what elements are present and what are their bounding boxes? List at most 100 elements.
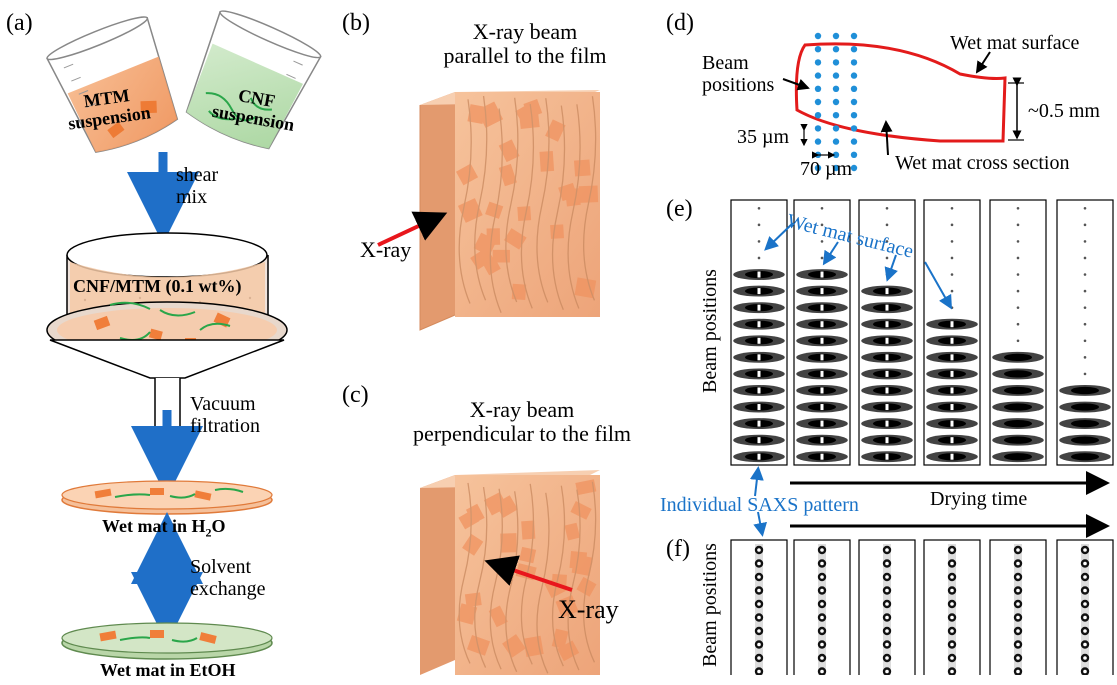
direct-beam-dot bbox=[1083, 356, 1087, 359]
ring-center bbox=[1083, 656, 1087, 660]
ring-center bbox=[885, 629, 889, 633]
direct-beam-dot bbox=[950, 206, 954, 210]
platelet bbox=[498, 139, 520, 163]
platelet bbox=[521, 520, 536, 540]
fiber bbox=[583, 96, 597, 301]
ring-center bbox=[820, 629, 824, 633]
direct-beam-dot bbox=[1016, 289, 1020, 293]
fiber bbox=[458, 482, 472, 664]
direct-beam-dot bbox=[1016, 273, 1020, 276]
ring-center bbox=[1016, 561, 1020, 566]
ring-center bbox=[757, 629, 761, 633]
fiber bbox=[582, 481, 597, 663]
beamstop bbox=[820, 453, 824, 460]
platelet bbox=[500, 533, 517, 553]
beamstop bbox=[885, 304, 889, 311]
wet-mat-etoh-label: Wet mat in EtOH bbox=[100, 660, 236, 680]
ring-center bbox=[1083, 575, 1087, 579]
ring-center bbox=[950, 669, 954, 674]
platelet bbox=[545, 119, 566, 142]
ring-center bbox=[885, 575, 889, 579]
ring-center bbox=[820, 656, 824, 660]
beamstop bbox=[820, 354, 824, 361]
panel-f-ylabel: Beam positions bbox=[699, 543, 721, 667]
ring-center bbox=[885, 588, 889, 593]
direct-beam-dot bbox=[1083, 289, 1087, 293]
direct-beam-dot bbox=[820, 256, 824, 260]
ring-center bbox=[757, 588, 761, 593]
direct-beam-dot bbox=[1016, 256, 1020, 260]
beam-position-dot bbox=[850, 72, 858, 79]
beamstop bbox=[757, 420, 761, 427]
platelet bbox=[485, 201, 504, 219]
direct-beam-dot bbox=[885, 223, 889, 227]
ring-center bbox=[820, 588, 824, 593]
ring-center bbox=[1083, 561, 1087, 566]
direct-beam-dot bbox=[757, 206, 761, 210]
ring-center bbox=[1016, 615, 1020, 620]
direct-beam-dot bbox=[1083, 306, 1087, 309]
drying-time-label: Drying time bbox=[930, 488, 1028, 510]
platelet bbox=[466, 634, 491, 656]
beamstop bbox=[820, 304, 824, 311]
beamstop bbox=[885, 404, 889, 411]
beam-position-dot bbox=[850, 85, 858, 93]
beam-position-dot bbox=[814, 164, 822, 172]
beamstop bbox=[885, 354, 889, 361]
beamstop bbox=[885, 337, 889, 344]
direct-beam-dot bbox=[1083, 240, 1087, 243]
ring-center bbox=[885, 561, 889, 566]
beamstop bbox=[950, 404, 954, 411]
vacuum-filtration-label: Vacuum filtration bbox=[190, 393, 260, 437]
ring-center bbox=[1016, 588, 1020, 593]
streak bbox=[1081, 544, 1089, 675]
fiber bbox=[474, 95, 488, 301]
direct-beam-dot bbox=[820, 223, 824, 227]
panel-b-title: X-ray beam parallel to the film bbox=[443, 19, 607, 68]
individual-saxs-label: Individual SAXS pattern bbox=[660, 494, 859, 516]
panel-e-frames bbox=[730, 199, 1114, 466]
saxs-frame-e bbox=[793, 199, 851, 466]
platelet bbox=[517, 206, 532, 221]
ring-center bbox=[1083, 629, 1087, 633]
beamstop bbox=[820, 437, 824, 444]
beamstop bbox=[757, 288, 761, 295]
beamstop bbox=[820, 370, 824, 377]
beamstop bbox=[950, 354, 954, 361]
saxs-frame-f bbox=[923, 539, 981, 675]
wet-mat-outline bbox=[794, 42, 1007, 143]
ring-center bbox=[950, 548, 954, 552]
ring-center bbox=[820, 548, 824, 552]
scattering-core bbox=[1071, 419, 1099, 428]
ring-center bbox=[885, 548, 889, 552]
scattering-core bbox=[1071, 403, 1099, 411]
wet-mat-etoh-dish bbox=[61, 622, 273, 660]
direct-beam-dot bbox=[1016, 322, 1020, 326]
streak bbox=[818, 544, 826, 675]
ring-center bbox=[820, 602, 824, 606]
ring-center bbox=[757, 615, 761, 620]
beamstop bbox=[820, 271, 824, 278]
ring-center bbox=[1083, 669, 1087, 674]
platelet bbox=[578, 185, 599, 203]
direct-beam-dot bbox=[820, 206, 824, 210]
ring-center bbox=[757, 656, 761, 660]
ring-center bbox=[757, 669, 761, 674]
beam-position-dot bbox=[832, 72, 840, 79]
saxs-frame-f bbox=[858, 539, 916, 675]
ring-center bbox=[757, 575, 761, 579]
fiber bbox=[520, 483, 535, 665]
beam-position-dot bbox=[850, 59, 858, 66]
beamstop bbox=[820, 288, 824, 295]
ring-center bbox=[950, 629, 954, 633]
streak bbox=[1014, 544, 1022, 675]
wet-mat-surface-label: Wet mat surface bbox=[950, 32, 1080, 54]
saxs-frame-f bbox=[730, 539, 788, 675]
platelet bbox=[464, 592, 482, 608]
panel-label-c: (c) bbox=[342, 382, 369, 408]
beam-positions-label: Beam positions bbox=[702, 52, 775, 96]
ring-center bbox=[757, 602, 761, 606]
beam-position-dot bbox=[814, 46, 822, 53]
panel-label-d: (d) bbox=[666, 10, 694, 36]
beam-position-dot bbox=[814, 125, 822, 132]
